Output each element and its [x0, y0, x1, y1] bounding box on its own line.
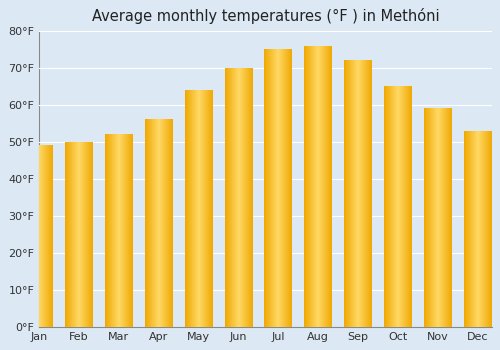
Title: Average monthly temperatures (°F ) in Methóni: Average monthly temperatures (°F ) in Me… [92, 8, 439, 24]
